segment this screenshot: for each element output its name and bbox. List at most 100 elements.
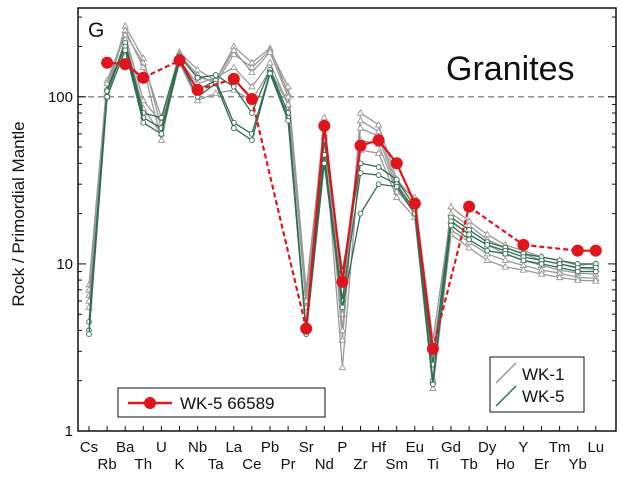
x-tick-label-nd: Nd bbox=[315, 456, 334, 473]
highlight-connector bbox=[468, 205, 525, 246]
x-tick-label-dy: Dy bbox=[478, 439, 497, 456]
x-tick-label-ba: Ba bbox=[116, 439, 135, 456]
series-point-triangle bbox=[447, 202, 455, 210]
series-point-circle bbox=[249, 110, 255, 116]
series-point-circle bbox=[86, 331, 92, 337]
series-point-circle bbox=[466, 236, 472, 243]
series-point-triangle bbox=[193, 96, 202, 104]
series-point-circle bbox=[285, 117, 291, 124]
series-wk5-66589 bbox=[101, 54, 602, 355]
series-point-circle bbox=[230, 125, 237, 131]
series-point-triangle bbox=[211, 89, 220, 96]
x-tick-label-er: Er bbox=[534, 456, 549, 473]
series-point-triangle bbox=[356, 108, 365, 116]
series-layer bbox=[85, 21, 600, 391]
series-point-triangle bbox=[501, 262, 510, 270]
highlight-point-eu bbox=[408, 197, 421, 210]
x-tick-label-ho: Ho bbox=[496, 456, 515, 473]
x-tick-label-tb: Tb bbox=[460, 456, 478, 473]
x-tick-label-k: K bbox=[174, 456, 184, 473]
highlight-point-ce bbox=[245, 93, 258, 106]
highlight-point-zr bbox=[354, 139, 367, 152]
series-point-circle bbox=[339, 304, 346, 311]
series-point-circle bbox=[230, 83, 237, 90]
series-point-triangle bbox=[537, 269, 546, 277]
series-point-triangle bbox=[266, 48, 274, 55]
x-tick-label-la: La bbox=[225, 439, 242, 456]
x-tick-label-eu: Eu bbox=[406, 439, 424, 456]
y-axis-label: Rock / Primordial Mantle bbox=[9, 121, 28, 306]
series-point-circle bbox=[375, 181, 382, 188]
series-point-circle bbox=[375, 172, 382, 178]
rock-type-title: Granites bbox=[446, 50, 575, 88]
plot-frame bbox=[77, 7, 617, 432]
legend-wk: WK-1 WK-5 bbox=[489, 356, 585, 413]
legend-highlight-label: WK-5 66589 bbox=[180, 394, 275, 413]
legend-wk1-label: WK-1 bbox=[522, 365, 565, 384]
series-point-triangle bbox=[230, 63, 238, 71]
highlight-point-sm bbox=[390, 157, 403, 170]
x-tick-label-p: P bbox=[337, 439, 347, 456]
highlight-series-layer bbox=[101, 54, 602, 355]
series-point-circle bbox=[466, 231, 472, 238]
x-tick-label-yb: Yb bbox=[569, 456, 587, 473]
highlight-connector bbox=[431, 206, 471, 350]
highlight-connector bbox=[413, 203, 434, 350]
series-wk-5-7 bbox=[86, 47, 599, 388]
x-tick-label-th: Th bbox=[135, 456, 153, 473]
x-tick-label-pb: Pb bbox=[261, 439, 279, 456]
series-point-triangle bbox=[248, 68, 256, 76]
series-point-circle bbox=[574, 268, 581, 275]
series-point-circle bbox=[520, 257, 527, 264]
x-tick-label-u: U bbox=[156, 439, 167, 456]
series-wk-5-5 bbox=[86, 40, 599, 368]
highlight-point-rb bbox=[101, 56, 114, 69]
series-point-triangle bbox=[519, 265, 528, 273]
legend-highlight-swatch-dot bbox=[144, 397, 156, 409]
series-point-circle bbox=[393, 183, 400, 190]
series-point-circle bbox=[267, 70, 273, 77]
series-point-triangle bbox=[139, 63, 148, 71]
highlight-point-sr bbox=[300, 322, 313, 335]
highlight-point-hf bbox=[372, 134, 385, 147]
series-point-circle bbox=[212, 72, 219, 78]
x-tick-label-pr: Pr bbox=[281, 456, 296, 473]
x-tick-label-nb: Nb bbox=[188, 439, 207, 456]
x-tick-label-cs: Cs bbox=[80, 439, 98, 456]
highlight-point-nd bbox=[318, 119, 331, 132]
highlight-point-y bbox=[517, 238, 530, 251]
series-point-circle bbox=[321, 160, 328, 167]
series-point-circle bbox=[357, 210, 364, 217]
axis-layer: 110100CsRbBaThUKNbTaLaCePbPrSrNdPZrHfSmE… bbox=[48, 16, 616, 473]
legend-highlight: WK-5 66589 bbox=[117, 387, 326, 418]
highlight-connector bbox=[341, 145, 362, 283]
highlight-point-p bbox=[336, 275, 349, 288]
series-point-circle bbox=[357, 170, 364, 176]
series-point-triangle bbox=[483, 256, 491, 264]
series-point-triangle bbox=[338, 326, 347, 334]
series-point-circle bbox=[484, 242, 491, 248]
highlight-point-yb bbox=[571, 244, 584, 257]
series-point-triangle bbox=[284, 100, 292, 108]
highlight-point-th bbox=[137, 71, 150, 84]
series-point-triangle bbox=[356, 116, 365, 124]
series-point-triangle bbox=[501, 256, 510, 264]
series-point-circle bbox=[122, 47, 129, 54]
x-tick-label-gd: Gd bbox=[441, 439, 461, 456]
x-tick-label-sr: Sr bbox=[299, 439, 314, 456]
highlight-connector bbox=[323, 125, 344, 283]
series-point-circle bbox=[375, 164, 382, 170]
x-tick-label-hf: Hf bbox=[371, 439, 387, 456]
x-tick-label-y: Y bbox=[518, 439, 528, 456]
series-point-circle bbox=[556, 264, 563, 271]
highlight-point-k bbox=[173, 54, 186, 67]
series-point-triangle bbox=[157, 136, 166, 143]
panel-label: G bbox=[88, 19, 104, 42]
highlight-point-tb bbox=[463, 200, 476, 213]
series-point-circle bbox=[430, 381, 436, 388]
series-point-circle bbox=[158, 131, 165, 137]
series-point-circle bbox=[140, 119, 147, 126]
series-point-triangle bbox=[284, 92, 292, 100]
series-point-triangle bbox=[338, 363, 347, 371]
